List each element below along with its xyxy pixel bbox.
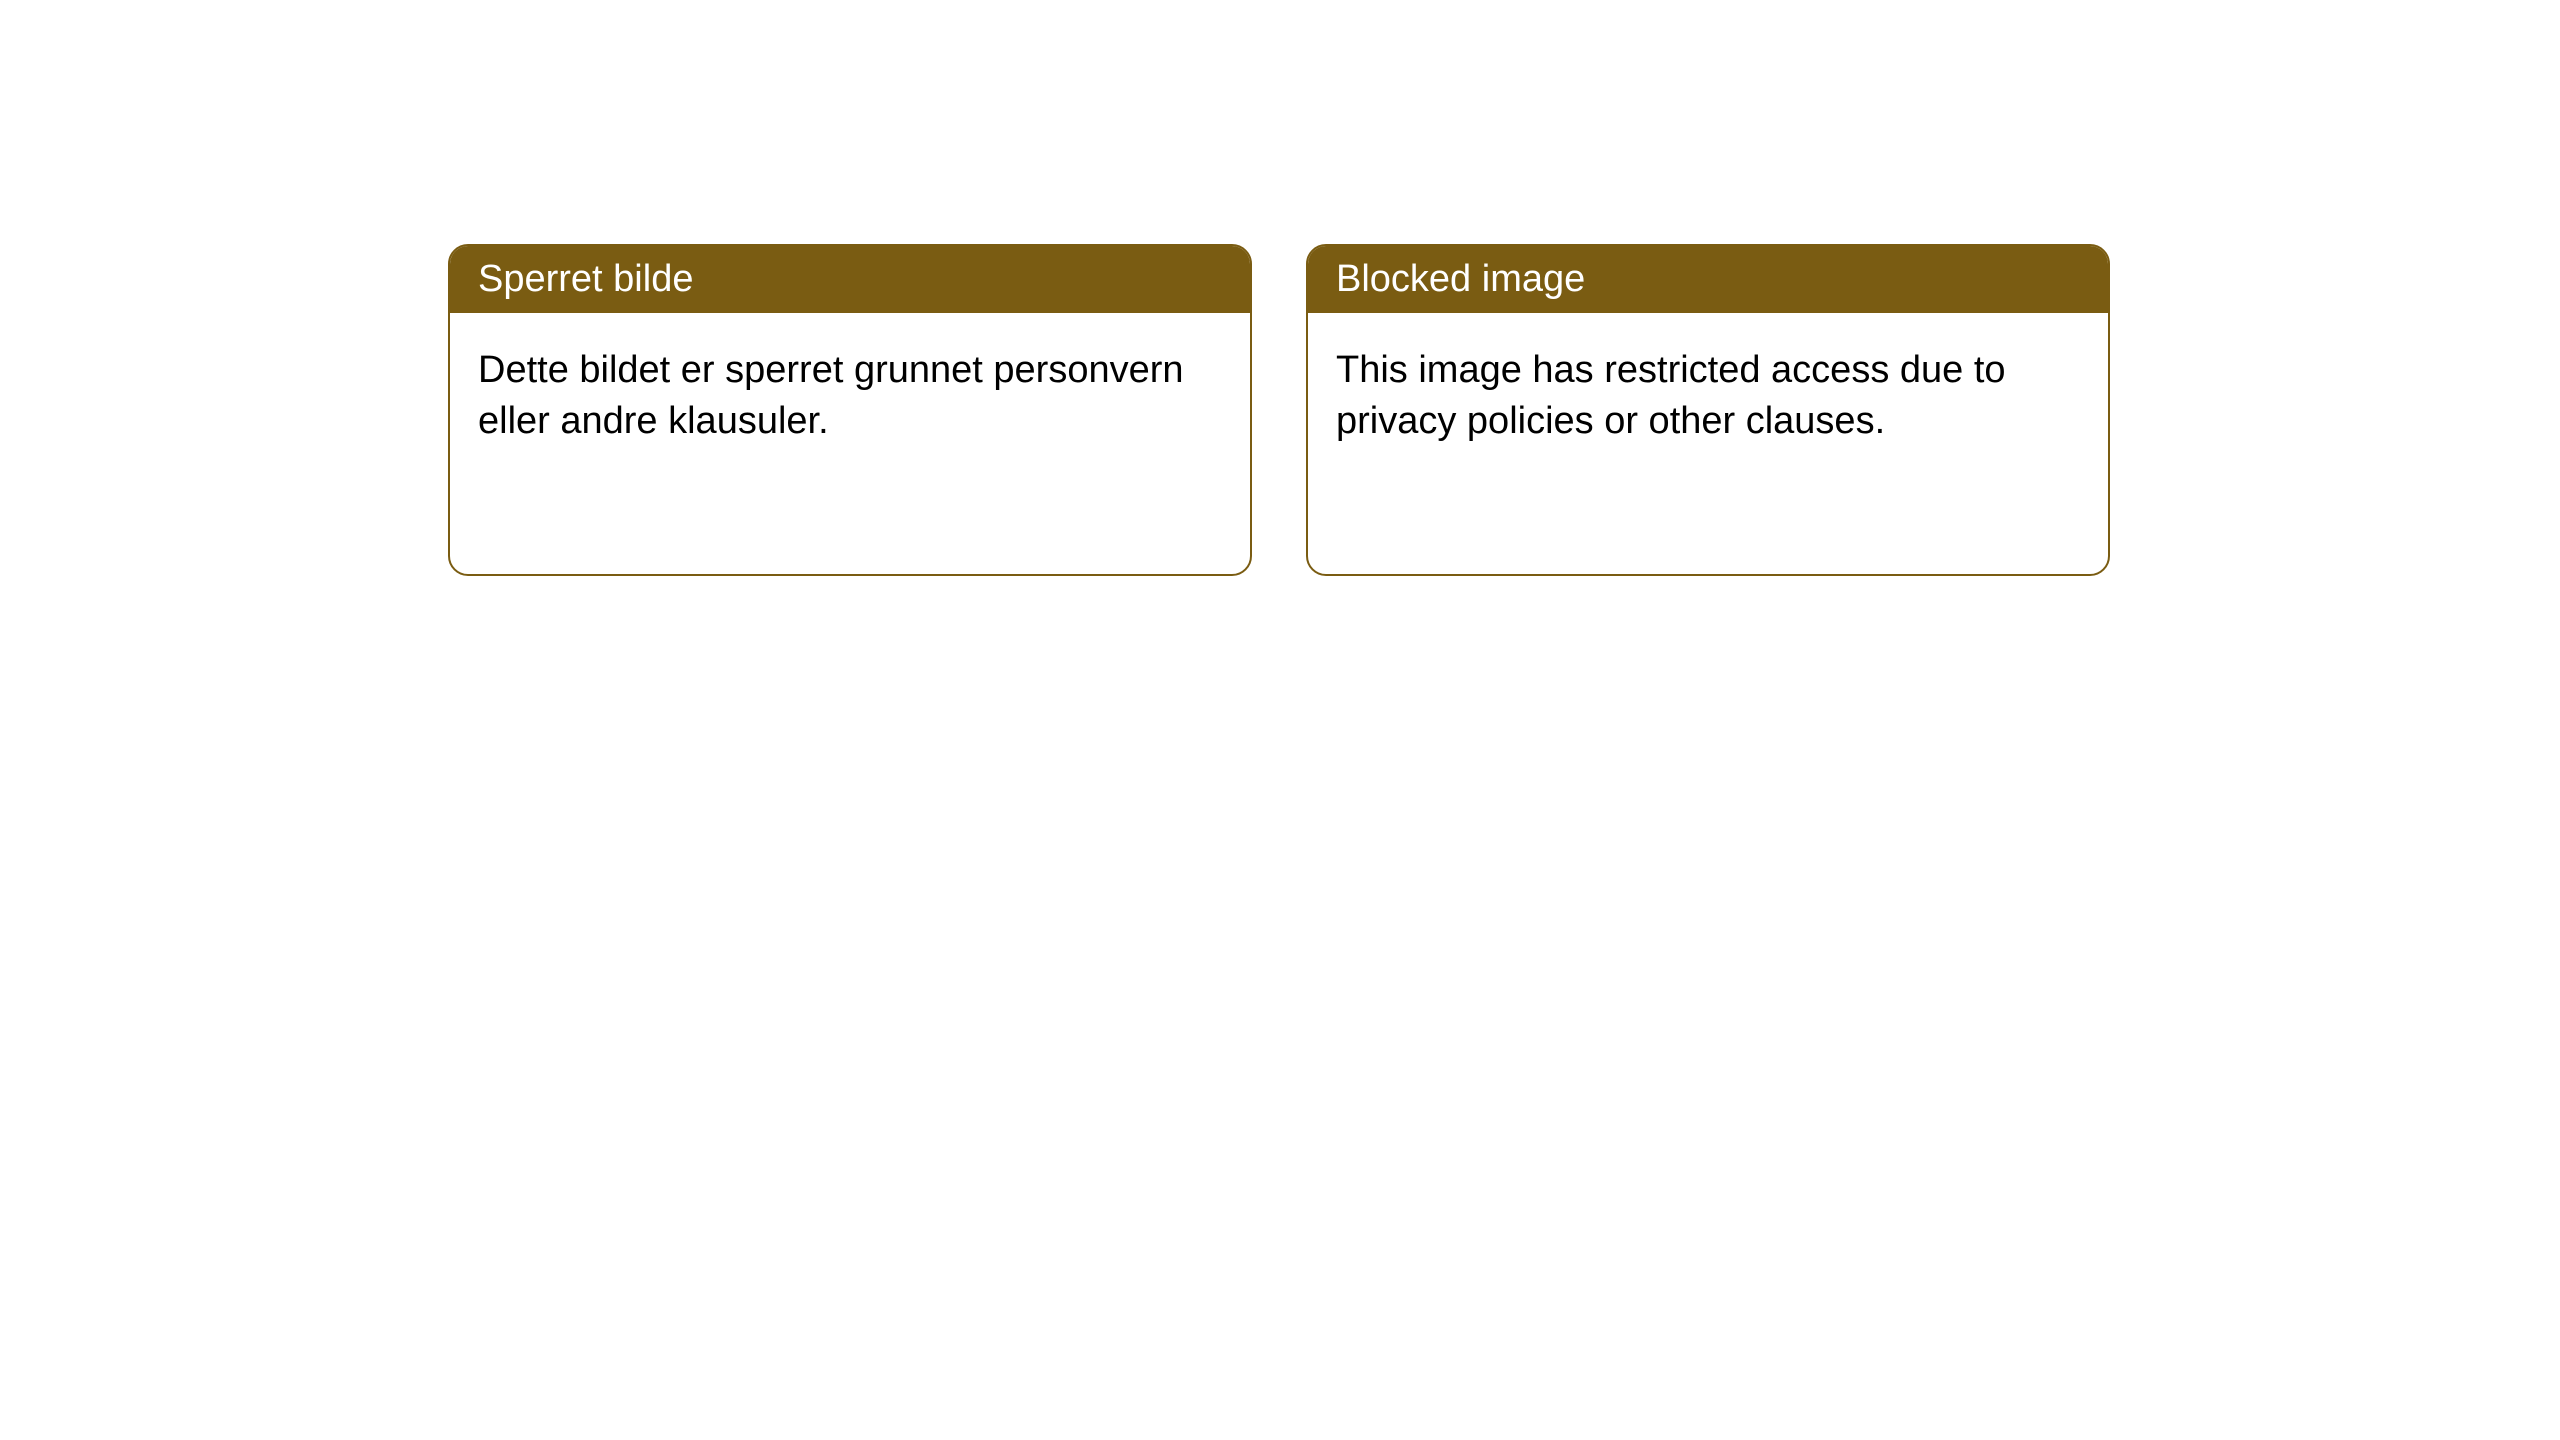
card-body: Dette bildet er sperret grunnet personve… <box>450 313 1250 480</box>
notice-card-english: Blocked image This image has restricted … <box>1306 244 2110 576</box>
card-header: Sperret bilde <box>450 246 1250 313</box>
card-body: This image has restricted access due to … <box>1308 313 2108 480</box>
notice-card-norwegian: Sperret bilde Dette bildet er sperret gr… <box>448 244 1252 576</box>
card-header: Blocked image <box>1308 246 2108 313</box>
notice-container: Sperret bilde Dette bildet er sperret gr… <box>448 244 2110 576</box>
